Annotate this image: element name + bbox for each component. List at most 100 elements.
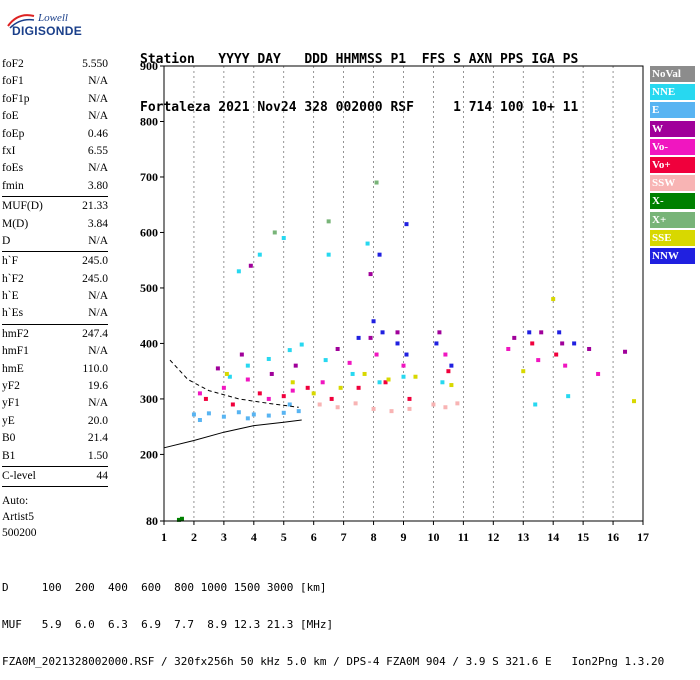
param-name: foF2 — [2, 58, 24, 70]
y-tick-label: 700 — [140, 170, 158, 184]
param-row: foF1 N/A — [2, 73, 108, 90]
data-point-sse — [290, 380, 295, 385]
data-point-ssw — [317, 402, 322, 407]
data-point-nne — [533, 402, 538, 407]
data-point-sse — [449, 383, 454, 388]
param-row: h`E N/A — [2, 288, 108, 305]
param-value: N/A — [88, 290, 108, 303]
legend-item-nnw: NNW — [650, 247, 695, 264]
param-name: h`E — [2, 290, 19, 303]
data-point-e — [245, 416, 250, 421]
param-name: h`Es — [2, 307, 24, 320]
data-point-nnw — [371, 319, 376, 324]
param-name: yF1 — [2, 397, 20, 410]
legend-item-vo-: Vo+ — [650, 156, 695, 173]
data-point-sse — [311, 391, 316, 396]
param-name: foEs — [2, 162, 24, 175]
param-name: foEp — [2, 127, 25, 140]
param-name: fmin — [2, 179, 24, 192]
data-point-ssw — [371, 406, 376, 411]
autoscaling-line: Artist5 — [2, 511, 34, 524]
data-point-nne — [323, 358, 328, 363]
data-point-ssw — [443, 405, 448, 410]
param-value: N/A — [88, 162, 108, 175]
data-point-nnw — [557, 330, 562, 335]
footer-info: D 100 200 400 600 800 1000 1500 3000 [km… — [2, 558, 664, 680]
param-value: 20.0 — [87, 414, 108, 427]
param-value: 3.80 — [87, 179, 108, 192]
param-row: foEs N/A — [2, 160, 108, 177]
x-tick-label: 5 — [281, 530, 287, 544]
param-row: foE N/A — [2, 108, 108, 125]
data-point-w — [623, 349, 628, 354]
x-tick-label: 1 — [161, 530, 167, 544]
data-point-nne — [245, 363, 250, 368]
chart-grid — [193, 66, 614, 521]
data-point-w — [215, 366, 220, 371]
data-point-sse — [362, 371, 367, 376]
param-row: C-level 44 — [2, 468, 108, 485]
data-point-e — [221, 414, 226, 419]
data-point-x- — [176, 517, 181, 522]
data-point-nne — [287, 348, 292, 353]
data-point-nne — [236, 269, 241, 274]
data-point-sse — [338, 385, 343, 390]
data-point-vo- — [506, 346, 511, 351]
data-point-x- — [179, 516, 184, 521]
x-tick-label: 17 — [637, 530, 649, 544]
data-point-vo- — [443, 352, 448, 357]
param-value: 44 — [96, 469, 109, 482]
x-tick-label: 4 — [251, 530, 257, 544]
data-point-w — [368, 272, 373, 277]
legend-item-ssw: SSW — [650, 175, 695, 192]
data-point-nnw — [527, 330, 532, 335]
param-value: N/A — [88, 92, 108, 105]
lowell-digisonde-logo: Lowell DIGISONDE — [4, 6, 82, 40]
data-point-w — [587, 346, 592, 351]
param-value: 5.550 — [82, 58, 108, 70]
data-point-e — [197, 418, 202, 423]
data-point-vo- — [356, 385, 361, 390]
param-name: C-level — [2, 469, 36, 482]
data-point-vo- — [305, 385, 310, 390]
y-tick-label: 500 — [140, 281, 158, 295]
param-value: N/A — [88, 307, 108, 320]
x-tick-label: 15 — [577, 530, 589, 544]
x-tick-label: 16 — [607, 530, 619, 544]
data-point-vo- — [245, 377, 250, 382]
data-point-vo- — [266, 396, 271, 401]
data-point-vo- — [530, 341, 535, 346]
param-separator — [2, 196, 108, 198]
y-tick-label: 900 — [140, 59, 158, 73]
data-point-nnw — [434, 341, 439, 346]
data-point-w — [560, 341, 565, 346]
data-point-nne — [281, 236, 286, 241]
data-point-nne — [350, 371, 355, 376]
param-name: foF1 — [2, 75, 24, 88]
data-point-vo- — [230, 402, 235, 407]
param-name: B1 — [2, 449, 16, 462]
param-row: yF2 19.6 — [2, 378, 108, 395]
param-value: N/A — [88, 234, 108, 247]
data-point-nne — [377, 380, 382, 385]
data-point-e — [266, 413, 271, 418]
data-point-vo- — [203, 396, 208, 401]
param-name: MUF(D) — [2, 200, 43, 213]
data-point-e — [296, 409, 301, 414]
x-tick-label: 10 — [427, 530, 439, 544]
param-separator — [2, 323, 108, 325]
param-row: hmF1 N/A — [2, 343, 108, 360]
y-tick-label: 300 — [140, 392, 158, 406]
param-value: N/A — [88, 75, 108, 88]
param-name: foE — [2, 110, 19, 123]
data-point-nne — [440, 380, 445, 385]
data-point-ssw — [455, 401, 460, 406]
param-row: yF1 N/A — [2, 395, 108, 412]
param-row: hmE 110.0 — [2, 361, 108, 378]
footer-distance: D 100 200 400 600 800 1000 1500 3000 [km… — [2, 581, 327, 595]
data-point-nne — [299, 342, 304, 347]
data-point-w — [395, 330, 400, 335]
param-row: B1 1.50 — [2, 448, 108, 465]
data-point-w — [248, 263, 253, 268]
data-point-nne — [326, 252, 331, 257]
